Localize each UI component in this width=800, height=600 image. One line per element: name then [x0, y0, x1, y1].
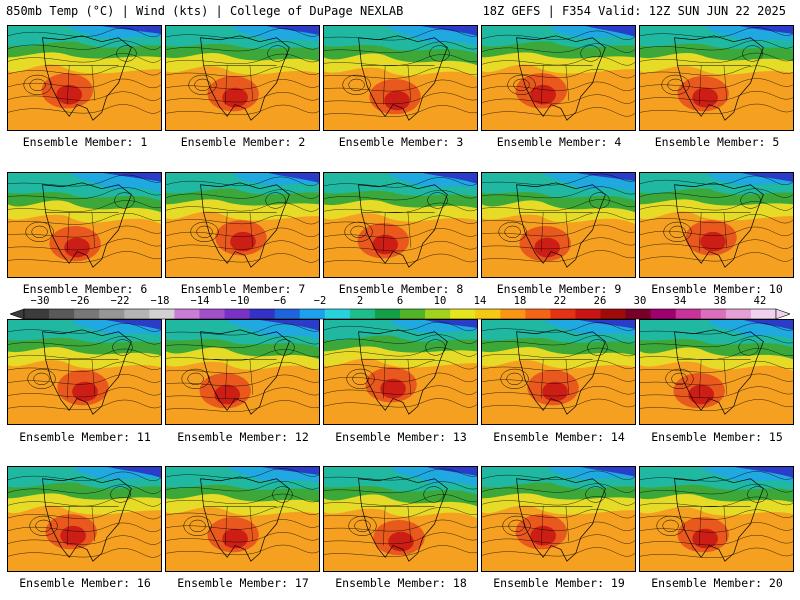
colorbar-tick-label: 26 [593, 295, 607, 307]
ensemble-member-label: Ensemble Member: 8 [338, 282, 464, 296]
colorbar-swatch [299, 309, 326, 319]
ensemble-member-label: Ensemble Member: 6 [22, 282, 148, 296]
ensemble-member-label: Ensemble Member: 2 [180, 135, 306, 149]
colorbar-tick-label: 10 [433, 295, 447, 307]
ensemble-map-panel [7, 466, 162, 572]
ensemble-map-panel [481, 172, 636, 278]
colorbar-swatch [575, 309, 601, 319]
ensemble-map-panel [639, 466, 794, 572]
colorbar-tick-label: −22 [110, 295, 130, 307]
ensemble-map-panel [481, 319, 636, 425]
ensemble-member-label: Ensemble Member: 11 [19, 430, 151, 444]
ensemble-map-panel [323, 466, 478, 572]
ensemble-map-panel [165, 466, 320, 572]
colorbar-swatch [475, 309, 501, 319]
colorbar-swatch [600, 309, 626, 319]
ensemble-member-label: Ensemble Member: 7 [180, 282, 306, 296]
colorbar-swatch [124, 309, 150, 319]
ensemble-map-panel [165, 172, 320, 278]
colorbar-swatch [625, 309, 652, 319]
ensemble-member-label: Ensemble Member: 1 [22, 135, 148, 149]
ensemble-map-panel [7, 25, 162, 131]
colorbar-tick-label: 30 [633, 295, 647, 307]
colorbar-tick-label: 14 [473, 295, 487, 307]
colorbar-tick-label: −2 [313, 295, 327, 307]
colorbar-tick-label: 34 [673, 295, 687, 307]
colorbar-swatch [650, 309, 677, 319]
ensemble-member-label: Ensemble Member: 18 [335, 576, 467, 590]
colorbar-tick-label: 18 [513, 295, 527, 307]
colorbar-swatch [174, 309, 200, 319]
colorbar-swatch [500, 309, 526, 319]
colorbar-swatch [349, 309, 376, 319]
colorbar-swatch [400, 309, 426, 319]
ensemble-member-label: Ensemble Member: 10 [651, 282, 783, 296]
colorbar-swatch [675, 309, 702, 319]
colorbar-tick-label: −6 [273, 295, 287, 307]
ensemble-map-panel [639, 25, 794, 131]
ensemble-map-panel [165, 319, 320, 425]
ensemble-map-panel [481, 25, 636, 131]
colorbar-swatch [550, 309, 576, 319]
colorbar-max-arrow [775, 308, 790, 320]
colorbar-swatch [149, 309, 175, 319]
colorbar-swatch [725, 309, 752, 319]
ensemble-member-label: Ensemble Member: 3 [338, 135, 464, 149]
colorbar-min-arrow [10, 308, 25, 320]
ensemble-member-label: Ensemble Member: 14 [493, 430, 625, 444]
ensemble-map-panel [165, 25, 320, 131]
ensemble-member-label: Ensemble Member: 16 [19, 576, 151, 590]
colorbar-tick-label: −26 [70, 295, 90, 307]
ensemble-map-panel [481, 466, 636, 572]
ensemble-map-panel [639, 172, 794, 278]
temperature-colorbar [10, 308, 790, 320]
colorbar-tick-label: −14 [190, 295, 210, 307]
ensemble-member-label: Ensemble Member: 15 [651, 430, 783, 444]
colorbar-swatch [99, 309, 125, 319]
colorbar-tick-label: −30 [30, 295, 50, 307]
colorbar-tick-label: 22 [553, 295, 567, 307]
colorbar-swatch [224, 309, 250, 319]
colorbar-swatch [49, 309, 75, 319]
colorbar-swatch [74, 309, 100, 319]
ensemble-member-label: Ensemble Member: 13 [335, 430, 467, 444]
colorbar-labels: −30 −26 −22 −18 −14 −10 −6 −2 2 6 10 14 18 22 26 30 34 38… [10, 295, 790, 307]
colorbar-swatch [525, 309, 551, 319]
colorbar-swatch [425, 309, 451, 319]
colorbar-tick-label: 6 [396, 295, 404, 307]
ensemble-member-label: Ensemble Member: 4 [496, 135, 622, 149]
ensemble-map-panel [7, 319, 162, 425]
ensemble-map-panel [323, 172, 478, 278]
colorbar-swatch [750, 309, 777, 319]
ensemble-map-panel [7, 172, 162, 278]
colorbar-swatch [249, 309, 276, 319]
ensemble-member-label: Ensemble Member: 12 [177, 430, 309, 444]
colorbar-tick-label: −18 [150, 295, 170, 307]
ensemble-member-label: Ensemble Member: 20 [651, 576, 783, 590]
colorbar-swatch [274, 309, 301, 319]
colorbar-swatch [450, 309, 476, 319]
colorbar-swatch [199, 309, 225, 319]
ensemble-map-panel [323, 319, 478, 425]
ensemble-map-panel [323, 25, 478, 131]
colorbar-tick-label: 38 [713, 295, 727, 307]
colorbar-tick-label: 2 [356, 295, 364, 307]
valid-time: 18Z GEFS | F354 Valid: 12Z SUN JUN 22 20… [482, 4, 786, 18]
colorbar-swatch [324, 309, 351, 319]
colorbar-swatch [374, 309, 401, 319]
colorbar-tick-label: −10 [230, 295, 250, 307]
colorbar-tick-label: 42 [753, 295, 767, 307]
ensemble-member-label: Ensemble Member: 9 [496, 282, 622, 296]
ensemble-member-label: Ensemble Member: 17 [177, 576, 309, 590]
map-title: 850mb Temp (°C) | Wind (kts) | College o… [6, 4, 404, 18]
ensemble-map-panel [639, 319, 794, 425]
ensemble-member-label: Ensemble Member: 19 [493, 576, 625, 590]
colorbar-swatch [24, 309, 50, 319]
ensemble-member-label: Ensemble Member: 5 [654, 135, 780, 149]
colorbar-swatch [700, 309, 727, 319]
